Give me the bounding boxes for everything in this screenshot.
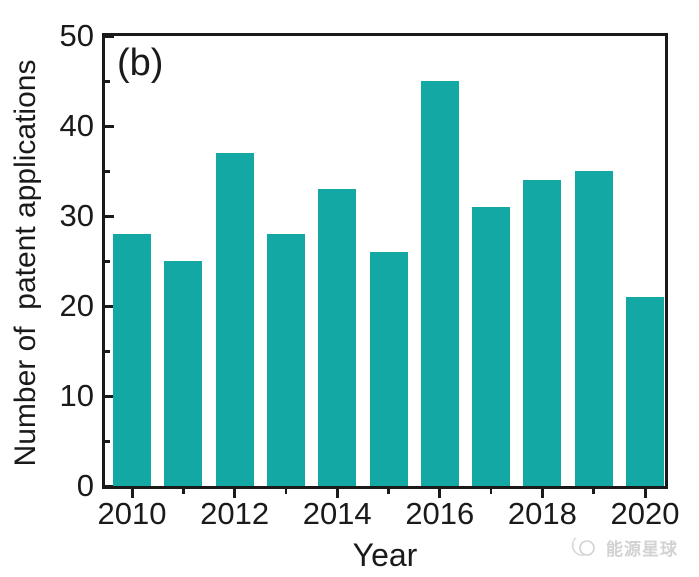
y-major-tick [105,394,114,398]
x-minor-tick [387,489,390,494]
x-minor-tick [489,489,493,494]
x-major-tick [130,489,134,498]
x-tick-label: 2012 [200,496,270,531]
y-major-tick [105,34,114,38]
y-major-tick [105,484,114,488]
y-minor-tick [105,440,110,443]
bar-2019 [574,171,613,486]
panel-label: (b) [117,42,164,84]
y-tick-label: 0 [76,468,94,503]
watermark: 能源星球 [570,534,678,560]
x-major-tick [233,489,237,498]
x-tick-label: 2020 [610,496,680,531]
x-axis-title: Year [352,537,418,573]
bar-2015 [369,252,408,486]
x-major-tick [438,489,442,498]
x-tick-label: 2018 [507,496,577,531]
bar-2016 [420,81,459,486]
x-major-tick [643,489,647,498]
y-tick-label: 30 [59,198,94,233]
x-tick-label: 2010 [97,496,167,531]
x-tick-label: 2014 [302,496,372,531]
y-minor-tick [105,80,110,83]
y-tick-label: 40 [59,108,94,143]
y-major-tick [105,214,114,218]
watermark-text: 能源星球 [606,539,678,559]
bar-2020 [626,297,664,486]
bar-2017 [472,207,511,486]
bar-2012 [215,153,254,486]
x-major-tick [540,489,544,498]
y-tick-label: 50 [59,18,94,53]
y-major-tick [105,304,114,308]
bar-2014 [318,189,357,486]
bar-2018 [523,180,562,486]
y-tick-label: 20 [59,288,94,323]
y-minor-tick [105,260,110,263]
y-tick-label: 10 [59,378,94,413]
planet-icon [571,537,595,556]
y-major-tick [105,124,114,128]
x-major-tick [335,489,339,498]
bar-2013 [266,234,305,486]
x-minor-tick [592,489,595,494]
x-minor-tick [284,489,288,494]
y-minor-tick [105,170,110,173]
bar-2010 [113,234,151,486]
x-minor-tick [182,489,185,494]
x-tick-label: 2016 [405,496,475,531]
bar-2011 [164,261,203,486]
y-minor-tick [105,350,110,353]
